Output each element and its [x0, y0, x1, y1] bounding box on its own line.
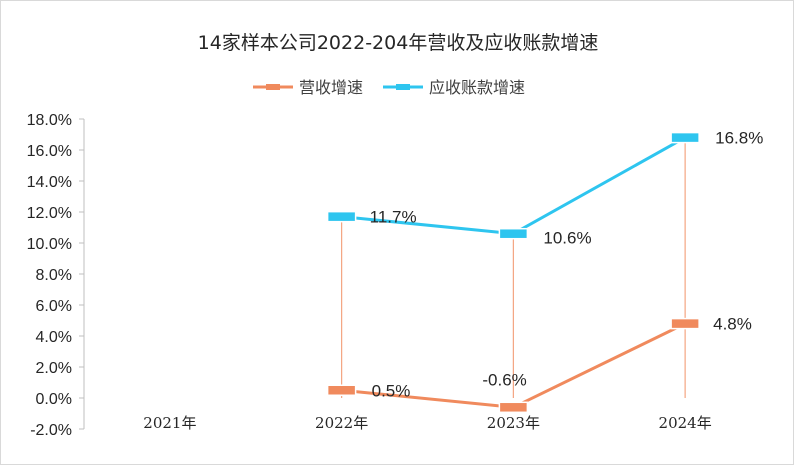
- y-tick-label: 10.0%: [27, 236, 72, 253]
- data-point-marker: [326, 384, 357, 396]
- legend-label-receivables: 应收账款增速: [429, 78, 525, 97]
- legend-marker-revenue: [266, 84, 280, 90]
- y-tick-label: 12.0%: [27, 205, 72, 222]
- data-point-marker: [670, 131, 700, 144]
- x-axis: 2021年 2022年 2023年 2024年: [143, 414, 711, 432]
- x-tick-label: 2022年: [315, 414, 368, 432]
- x-tick-label: 2023年: [487, 414, 540, 432]
- y-tick-label: 16.0%: [27, 143, 72, 160]
- y-tick-label: 6.0%: [36, 298, 72, 315]
- data-point-marker: [326, 210, 357, 223]
- data-point-marker: [498, 227, 529, 240]
- drop-lines: [341, 137, 686, 398]
- data-label: 4.8%: [713, 315, 752, 334]
- y-tick-label: 4.0%: [36, 329, 72, 346]
- legend-label-revenue: 营收增速: [299, 78, 363, 97]
- data-label: 16.8%: [715, 129, 763, 148]
- data-label: 10.6%: [543, 229, 591, 248]
- y-tick-label: -2.0%: [30, 422, 72, 439]
- y-tick-label: 0.0%: [36, 391, 72, 408]
- legend-marker-receivables: [396, 84, 410, 90]
- data-label: 0.5%: [372, 381, 411, 400]
- data-point-marker: [498, 401, 529, 414]
- y-tick-label: 2.0%: [36, 360, 72, 377]
- data-label: 11.7%: [370, 208, 417, 227]
- chart-title: 14家样本公司2022-204年营收及应收账款增速: [198, 32, 599, 54]
- data-point-marker: [670, 317, 700, 330]
- legend: 营收增速 应收账款增速: [253, 78, 525, 97]
- data-label: -0.6%: [482, 370, 526, 389]
- y-tick-label: 18.0%: [27, 112, 72, 129]
- y-tick-label: 14.0%: [27, 174, 72, 191]
- data-markers: [326, 131, 700, 414]
- data-labels: 0.5% -0.6% 4.8% 11.7% 10.6% 16.8%: [370, 129, 764, 401]
- x-tick-label: 2024年: [659, 414, 712, 432]
- x-tick-label: 2021年: [143, 414, 196, 432]
- y-tick-label: 8.0%: [36, 267, 72, 284]
- y-axis: -2.0% 0.0% 2.0% 4.0% 6.0% 8.0% 10.0% 12.0% 14.0%…: [27, 112, 84, 439]
